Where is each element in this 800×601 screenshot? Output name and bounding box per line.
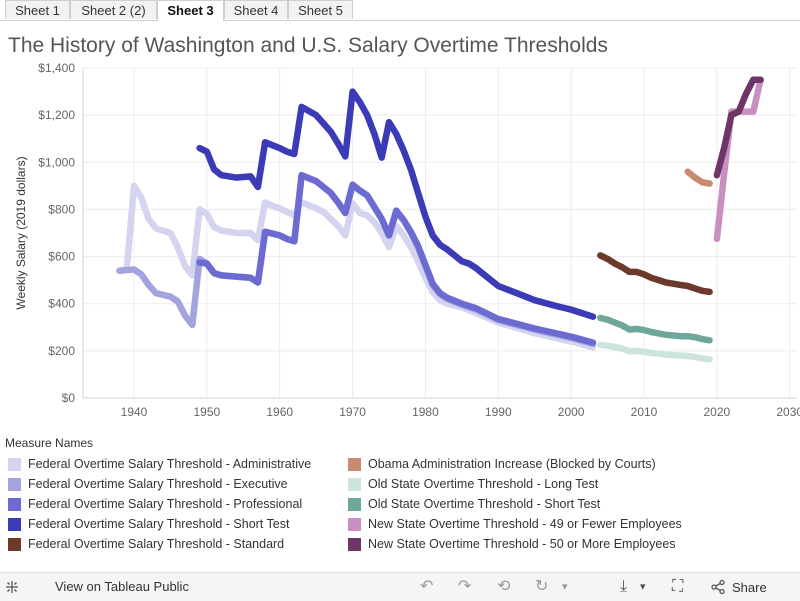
y-tick-label: $1,400 xyxy=(38,61,75,75)
legend-swatch xyxy=(8,457,21,471)
tab-sheet-4[interactable]: Sheet 4 xyxy=(224,0,288,19)
plot-area xyxy=(83,68,797,398)
legend-item[interactable]: Old State Overtime Threshold - Long Test xyxy=(348,476,598,492)
legend-swatch xyxy=(348,477,361,491)
legend-title: Measure Names xyxy=(5,436,94,450)
series-line-4 xyxy=(196,88,597,320)
undo-icon[interactable]: ↶ xyxy=(420,578,434,595)
x-tick-label: 1940 xyxy=(121,405,148,419)
legend-swatch xyxy=(348,517,361,531)
series-line-3 xyxy=(196,171,597,346)
tableau-footer-toolbar: View on Tableau Public ↶ ↷ ⟲ ↻ ▾ ⤓ ▾ ⛶ S… xyxy=(0,572,800,601)
legend-item[interactable]: Obama Administration Increase (Blocked b… xyxy=(348,456,656,472)
tableau-icon xyxy=(6,581,18,593)
legend-label: Obama Administration Increase (Blocked b… xyxy=(368,457,656,471)
x-tick-label: 2000 xyxy=(558,405,585,419)
x-tick-label: 2010 xyxy=(631,405,658,419)
view-on-tableau-public-label: View on Tableau Public xyxy=(55,579,189,594)
x-tick-label: 1980 xyxy=(412,405,439,419)
legend-label: New State Overtime Threshold - 50 or Mor… xyxy=(368,537,676,551)
x-tick-label: 1990 xyxy=(485,405,512,419)
legend-label: Federal Overtime Salary Threshold - Admi… xyxy=(28,457,312,471)
series-line-1 xyxy=(116,182,597,351)
x-tick-label: 1960 xyxy=(266,405,293,419)
series-line-7 xyxy=(597,341,713,363)
y-tick-label: $200 xyxy=(48,344,75,358)
tab-sheet-2-2[interactable]: Sheet 2 (2) xyxy=(70,0,157,19)
download-icon[interactable]: ⤓ xyxy=(620,578,628,595)
share-icon xyxy=(711,579,725,595)
y-tick-label: $1,200 xyxy=(38,108,75,122)
series-line-10 xyxy=(713,76,764,179)
y-axis-title: Weekly Salary (2019 dollars) xyxy=(14,156,28,309)
y-tick-label: $1,000 xyxy=(38,155,75,169)
legend-item[interactable]: Federal Overtime Salary Threshold - Stan… xyxy=(8,536,284,552)
legend-item[interactable]: Federal Overtime Salary Threshold - Shor… xyxy=(8,516,289,532)
share-label: Share xyxy=(732,579,767,595)
legend-item[interactable]: Federal Overtime Salary Threshold - Admi… xyxy=(8,456,311,472)
y-tick-label: $800 xyxy=(48,202,75,216)
x-tick-label: 1970 xyxy=(339,405,366,419)
legend-item[interactable]: Federal Overtime Salary Threshold - Exec… xyxy=(8,476,288,492)
legend-item[interactable]: New State Overtime Threshold - 49 or Few… xyxy=(348,516,682,532)
revert-icon[interactable]: ⟲ xyxy=(497,578,511,595)
y-tick-label: $0 xyxy=(62,391,76,405)
y-tick-label: $600 xyxy=(48,250,75,264)
view-on-tableau-public-link[interactable]: View on Tableau Public xyxy=(6,579,189,594)
series-line-8 xyxy=(597,314,713,344)
legend-label: Federal Overtime Salary Threshold - Shor… xyxy=(28,517,290,531)
legend-label: Federal Overtime Salary Threshold - Prof… xyxy=(28,497,303,511)
legend-item[interactable]: New State Overtime Threshold - 50 or Mor… xyxy=(348,536,676,552)
redo-icon[interactable]: ↷ xyxy=(458,578,472,595)
line-chart: $0 $200 $400 $600 $800 $1,000 $1,200 $1,400 1940… xyxy=(14,61,800,419)
legend-item[interactable]: Old State Overtime Threshold - Short Tes… xyxy=(348,496,600,512)
y-tick-label: $400 xyxy=(48,297,75,311)
share-button[interactable]: Share xyxy=(710,579,767,595)
legend-swatch xyxy=(8,477,21,491)
refresh-icon[interactable]: ↻ xyxy=(535,578,549,595)
series-line-6 xyxy=(684,168,713,187)
x-tick-label: 2030 xyxy=(776,405,800,419)
legend-swatch xyxy=(348,537,361,551)
legend-label: Federal Overtime Salary Threshold - Exec… xyxy=(28,477,288,491)
legend-swatch xyxy=(348,457,361,471)
legend-swatch xyxy=(8,497,21,511)
tab-sheet-3[interactable]: Sheet 3 xyxy=(157,0,224,21)
fullscreen-icon[interactable]: ⛶ xyxy=(672,578,684,595)
legend-swatch xyxy=(348,497,361,511)
legend-label: New State Overtime Threshold - 49 or Few… xyxy=(368,517,682,531)
x-tick-label: 1950 xyxy=(194,405,221,419)
legend-swatch xyxy=(8,517,21,531)
legend-item[interactable]: Federal Overtime Salary Threshold - Prof… xyxy=(8,496,302,512)
tab-sheet-1[interactable]: Sheet 1 xyxy=(5,0,70,19)
legend-label: Federal Overtime Salary Threshold - Stan… xyxy=(28,537,285,551)
series-line-5 xyxy=(597,252,713,296)
download-dropdown-icon[interactable]: ▾ xyxy=(640,581,646,593)
legend-label: Old State Overtime Threshold - Short Tes… xyxy=(368,497,601,511)
legend-swatch xyxy=(8,537,21,551)
refresh-dropdown-icon[interactable]: ▾ xyxy=(562,581,568,593)
legend-label: Old State Overtime Threshold - Long Test xyxy=(368,477,599,491)
sheet-tab-bar: Sheet 1 Sheet 2 (2) Sheet 3 Sheet 4 Shee… xyxy=(0,0,800,21)
tab-sheet-5[interactable]: Sheet 5 xyxy=(288,0,353,19)
x-tick-label: 2020 xyxy=(704,405,731,419)
chart-title: The History of Washington and U.S. Salar… xyxy=(8,34,608,57)
